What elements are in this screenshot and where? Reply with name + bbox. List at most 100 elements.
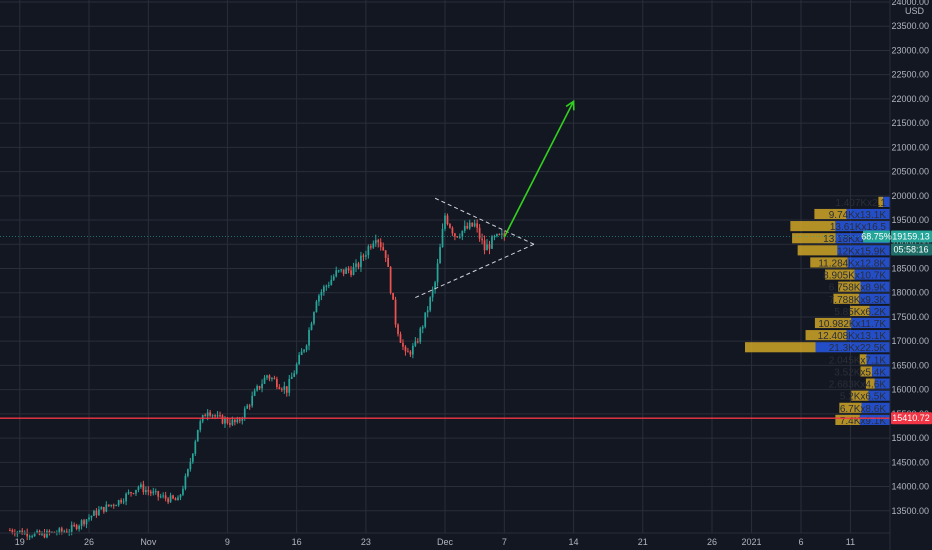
candle — [33, 532, 36, 537]
candle — [53, 531, 56, 533]
candle — [248, 405, 251, 407]
y-tick-label: 19500.00 — [891, 215, 929, 225]
volume-profile-bar — [815, 342, 890, 353]
y-tick-label: 23000.00 — [891, 45, 929, 55]
candle — [476, 223, 479, 228]
countdown-marker-label: 05:58:16 — [893, 245, 928, 255]
candle — [293, 373, 296, 377]
candle — [379, 242, 382, 248]
candle — [98, 509, 100, 516]
candle — [135, 489, 137, 494]
candle — [315, 301, 318, 313]
candle — [93, 510, 95, 516]
candle — [421, 326, 424, 329]
candle — [347, 268, 350, 271]
volume-profile-label: 9.74Kx13.1K — [829, 210, 887, 221]
candle — [387, 257, 390, 267]
candle — [169, 495, 172, 503]
y-tick-label: 15000.00 — [891, 433, 929, 443]
volume-profile-bar — [839, 402, 862, 413]
candle — [298, 355, 301, 365]
candle — [95, 510, 98, 516]
x-tick-label: 21 — [638, 537, 648, 547]
x-tick-label: 26 — [707, 537, 717, 547]
volume-profile-bar — [851, 317, 890, 329]
candle — [196, 429, 199, 442]
candle — [90, 515, 93, 518]
candle — [377, 240, 380, 243]
candle — [43, 532, 46, 538]
volume-profile-label: 3.52Kx5.4K — [834, 367, 886, 378]
candle — [182, 488, 184, 495]
x-tick-label: Nov — [140, 537, 157, 547]
candle — [463, 225, 466, 231]
volume-profile-label: 6.7Kx8.6K — [840, 404, 886, 415]
arrow-head — [565, 99, 575, 111]
candle — [238, 419, 241, 421]
volume-profile-label: 2.683Kx4.6K — [829, 380, 887, 391]
triangle-lower-line[interactable] — [415, 243, 535, 299]
candle — [458, 236, 461, 238]
time-axis[interactable]: 19 26 Nov 9 16 23 Dec 7 14 21 26 2021 6 11 — [15, 537, 855, 547]
candle — [392, 292, 394, 300]
volume-profile-label: 12Kx15.9K — [837, 246, 886, 257]
volume-profile-label: 5.85Kx6.2K — [834, 307, 886, 318]
candle — [322, 286, 325, 292]
y-tick-label: 22000.00 — [891, 94, 929, 104]
candle — [206, 412, 209, 417]
candle — [360, 255, 362, 268]
percent-marker — [863, 230, 890, 243]
candle — [266, 375, 268, 378]
volume-profile-bar — [835, 221, 890, 232]
candle — [325, 285, 328, 287]
y-tick-label: 21500.00 — [891, 118, 929, 128]
candle — [305, 345, 308, 350]
candle — [253, 390, 256, 396]
volume-profile-label: 11.284Kx12.8K — [818, 258, 886, 269]
y-tick-label: 16000.00 — [891, 385, 929, 395]
y-tick-label: 14000.00 — [891, 482, 929, 492]
candle — [172, 495, 174, 499]
candle — [473, 223, 476, 227]
volume-profile-bar — [805, 330, 847, 341]
volume-profile-bar — [860, 366, 873, 377]
volume-profile-bar — [792, 233, 836, 244]
candle — [503, 233, 506, 237]
arrow-line[interactable] — [503, 100, 575, 238]
volume-profile-bar — [860, 281, 890, 292]
candle — [58, 528, 61, 533]
candle — [65, 531, 68, 533]
candle — [318, 295, 320, 302]
candle — [446, 215, 449, 225]
y-tick-label: 20000.00 — [891, 191, 929, 201]
currency-label: USD — [905, 6, 925, 16]
volume-profile-bar — [835, 233, 890, 244]
horizontal-line-price-marker — [891, 412, 932, 425]
candle — [132, 493, 135, 495]
x-tick-label: 7 — [502, 537, 507, 547]
candle — [147, 490, 150, 492]
volume-profile-bar — [837, 245, 890, 256]
candle — [211, 415, 214, 417]
candle — [226, 418, 229, 424]
candle — [419, 328, 422, 342]
candle — [189, 461, 192, 470]
candle — [164, 495, 167, 499]
drawings[interactable] — [0, 99, 890, 419]
volume-profile-label: 21.3Kx22.5K — [829, 343, 887, 354]
volume-profile-bar — [838, 281, 861, 292]
candle — [83, 520, 85, 525]
candle — [112, 504, 115, 506]
candle — [36, 530, 38, 533]
candle — [263, 377, 266, 384]
volume-profile-bar — [790, 221, 836, 232]
candle — [174, 498, 177, 501]
y-tick-label: 20500.00 — [891, 167, 929, 177]
candle — [68, 531, 71, 533]
candle — [367, 246, 370, 256]
candle — [355, 263, 357, 267]
x-tick-label: 19 — [15, 537, 25, 547]
volume-profile-label: 6.758Kx8.9K — [829, 283, 887, 294]
